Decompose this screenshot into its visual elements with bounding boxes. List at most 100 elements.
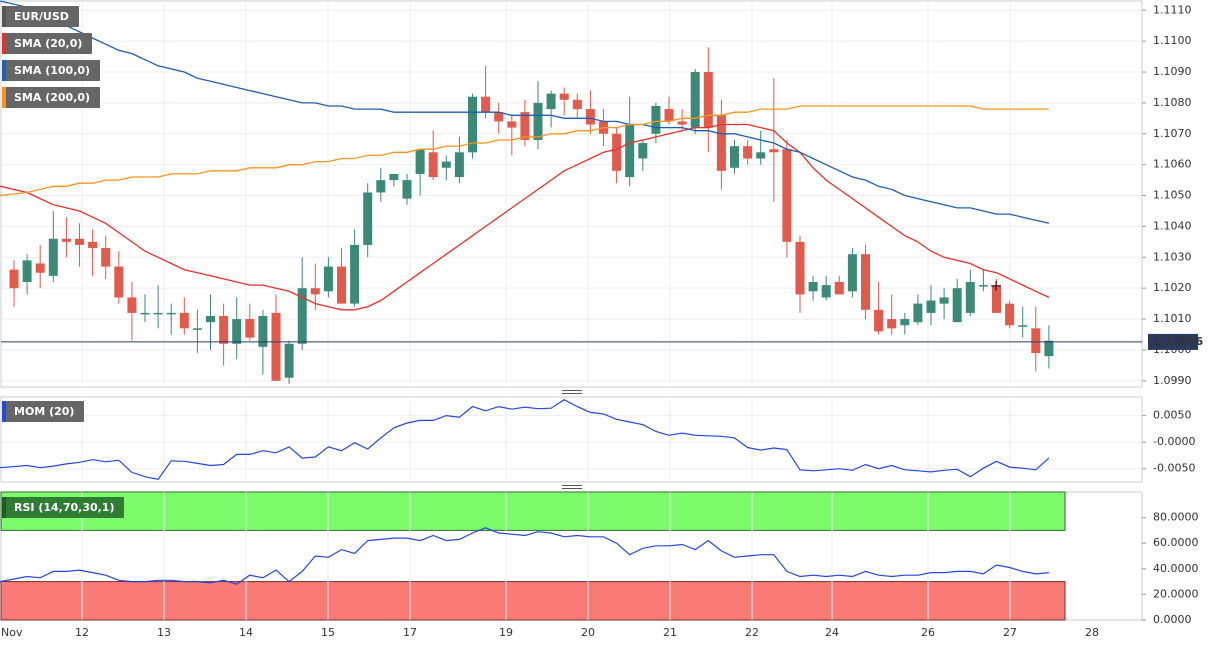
candle-body — [376, 180, 386, 193]
candle-body — [559, 93, 569, 100]
candle-body — [232, 319, 242, 344]
candle-body — [782, 149, 792, 242]
candle-body — [415, 149, 425, 174]
candle-body — [101, 248, 111, 267]
price-tick-label: 1.1100 — [1153, 34, 1192, 47]
candle — [127, 282, 137, 341]
candle — [48, 210, 58, 283]
candle — [1018, 306, 1028, 338]
candle — [664, 96, 674, 125]
candle-body — [651, 105, 661, 134]
x-tick-label: Nov — [1, 626, 23, 639]
legend-rsi[interactable]: RSI (14,70,30,1) — [2, 497, 125, 518]
candle — [1005, 300, 1015, 329]
candle-body — [88, 241, 98, 249]
rsi-tick-label: 20.0000 — [1153, 587, 1199, 600]
sma-line-100 — [0, 0, 1050, 224]
candle-body — [952, 288, 962, 323]
candle — [782, 139, 792, 258]
candle-body — [402, 180, 412, 199]
x-tick-label: 20 — [581, 626, 595, 639]
legend-mom-label: MOM (20) — [14, 405, 75, 418]
sma-line-20 — [0, 123, 1050, 311]
candle-body — [258, 315, 268, 347]
candle — [415, 149, 425, 196]
candle — [232, 297, 242, 360]
x-tick-label: 15 — [321, 626, 335, 639]
x-tick-label: 26 — [921, 626, 935, 639]
candle-body — [22, 260, 32, 283]
candle-body — [795, 241, 805, 295]
price-tick-label: 1.1070 — [1153, 127, 1192, 140]
candle-body — [1044, 340, 1054, 357]
legend-sma100[interactable]: SMA (100,0) — [2, 60, 101, 81]
candle-body — [913, 303, 923, 323]
candle — [284, 340, 294, 384]
candle — [900, 312, 910, 335]
candle — [546, 90, 556, 128]
candle-body — [1005, 303, 1015, 326]
candle-body — [297, 288, 307, 344]
candle — [1044, 325, 1054, 369]
candle — [978, 269, 988, 292]
candle-body — [808, 282, 818, 292]
candle — [376, 167, 386, 202]
candle — [166, 303, 176, 335]
candle-body — [428, 152, 438, 178]
candle — [965, 269, 975, 316]
candle-body — [887, 319, 897, 329]
candle-body — [310, 288, 320, 295]
candle-body — [546, 93, 556, 110]
candle — [22, 254, 32, 295]
mom-tick-label: -0.0050 — [1153, 462, 1195, 475]
candle — [35, 244, 45, 289]
legend-sma20-label: SMA (20,0) — [14, 37, 83, 50]
legend-sma100-swatch — [2, 60, 6, 81]
candle-body — [520, 112, 530, 140]
candle — [939, 288, 949, 320]
price-tick-label: 1.1050 — [1153, 189, 1192, 202]
candle — [887, 294, 897, 335]
legend-sma200[interactable]: SMA (200,0) — [2, 87, 101, 108]
candle — [834, 275, 844, 295]
x-tick-label: 28 — [1085, 626, 1099, 639]
legend-mom[interactable]: MOM (20) — [2, 401, 85, 422]
candle-body — [35, 263, 45, 273]
candle-body — [179, 312, 189, 329]
price-tick-label: 1.1110 — [1153, 3, 1192, 16]
candle — [821, 275, 831, 301]
candle — [769, 78, 779, 202]
price-tick-label: 1.1030 — [1153, 250, 1192, 263]
candle — [192, 309, 202, 354]
x-tick-label: 14 — [239, 626, 253, 639]
legend-sma20-swatch — [2, 33, 6, 54]
candle-body — [1031, 328, 1041, 354]
candle — [952, 278, 962, 323]
candle — [271, 294, 281, 381]
price-tick-label: 1.1040 — [1153, 219, 1192, 232]
candle — [153, 285, 163, 329]
x-tick-label: 13 — [157, 626, 171, 639]
mom-tick-label: 0.0050 — [1153, 409, 1192, 422]
candle — [494, 102, 504, 134]
x-tick-label: 24 — [825, 626, 839, 639]
candle — [363, 183, 373, 258]
candle-body — [900, 319, 910, 326]
candle-body — [533, 102, 543, 140]
candle-body — [756, 152, 766, 159]
price-tick-label: 1.1080 — [1153, 96, 1192, 109]
candle — [559, 87, 569, 116]
candle — [468, 93, 477, 159]
candle-body — [271, 312, 281, 381]
legend-symbol[interactable]: EUR/USD — [2, 6, 79, 27]
candle — [310, 263, 320, 310]
candle — [520, 99, 530, 147]
candle-body — [1018, 325, 1028, 327]
x-tick-label: 21 — [663, 626, 677, 639]
candle — [101, 235, 111, 279]
x-tick-label: 17 — [403, 626, 417, 639]
candle — [75, 223, 84, 267]
legend-sma20[interactable]: SMA (20,0) — [2, 33, 93, 54]
rsi-tick-label: 40.0000 — [1153, 562, 1199, 575]
